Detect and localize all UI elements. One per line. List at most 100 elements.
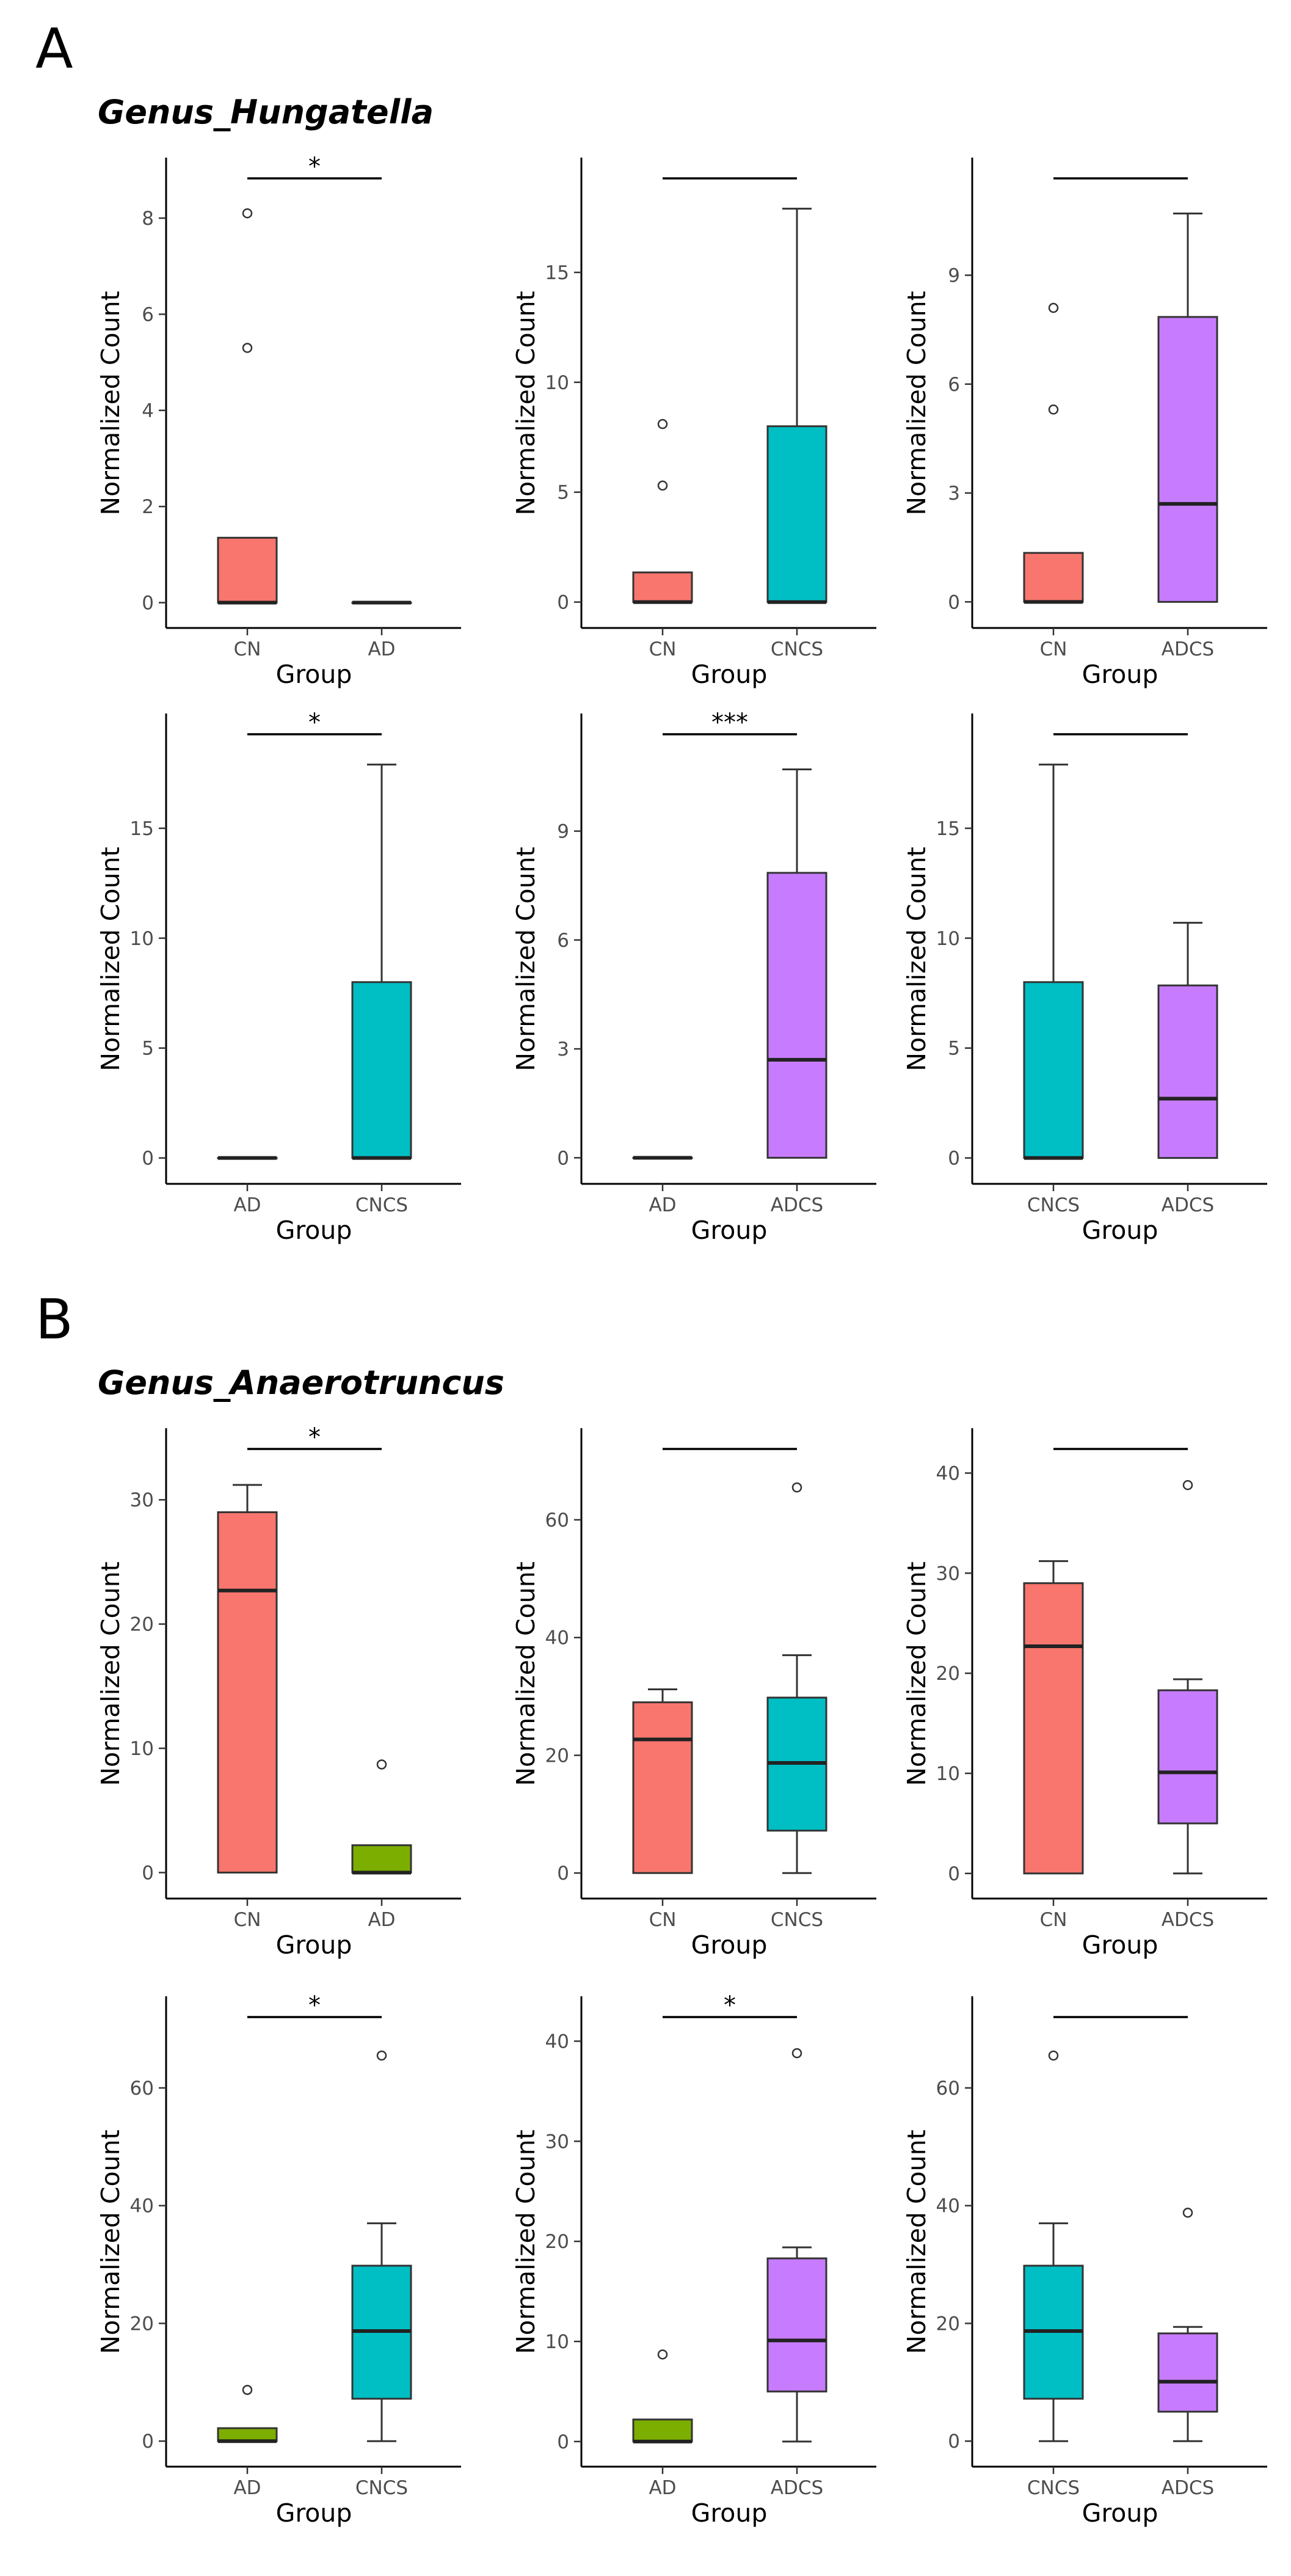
box-adcs (766, 872, 827, 1159)
x-tick-label: ADCS (1162, 1194, 1214, 1216)
y-axis-title: Normalized Count (902, 1561, 931, 1786)
box-ad (351, 1844, 412, 1874)
x-tick-label: ADCS (1162, 1909, 1214, 1931)
y-tick-label: 15 (936, 818, 960, 840)
x-tick-label: AD (233, 1194, 261, 1216)
x-tick-label: CNCS (1027, 2477, 1080, 2499)
y-tick-label: 6 (142, 304, 154, 326)
x-axis-title: Group (276, 1216, 352, 1245)
y-tick-label: 6 (557, 930, 569, 952)
y-tick-label: 40 (545, 1627, 569, 1649)
panel-letter-b: B (35, 1288, 73, 1352)
plot-b-cncs-adcs: 0 20 40 60 CNCS ADCS Group Normalized Count (806, 1991, 1267, 2541)
box-cn (632, 571, 693, 604)
y-tick-label: 6 (948, 374, 960, 396)
outlier-point (242, 208, 253, 219)
y-tick-label: 10 (936, 1763, 960, 1785)
box-adcs (1157, 316, 1218, 603)
outlier-point (376, 2050, 387, 2061)
x-tick-label: CN (234, 1909, 261, 1931)
y-tick-label: 60 (130, 2078, 154, 2100)
plot-b-cn-ad: 0 10 20 30 CN AD Group Normalized Count * (0, 1423, 461, 1973)
x-tick-label: AD (649, 2477, 676, 2499)
y-tick-label: 0 (557, 592, 569, 614)
box-cncs (1023, 981, 1084, 1159)
x-tick-label: CNCS (355, 2477, 408, 2499)
y-tick-label: 10 (545, 2331, 569, 2353)
y-tick-label: 4 (142, 400, 154, 422)
plot-b-ad-cncs: 0 20 40 60 AD CNCS Group Normalized Count * (0, 1991, 461, 2541)
significance-label: * (308, 1991, 321, 2020)
y-axis-title: Normalized Count (96, 2129, 125, 2354)
y-axis-title: Normalized Count (902, 291, 931, 515)
x-axis-title: Group (691, 1216, 768, 1245)
box-adcs (766, 2257, 827, 2393)
y-tick-label: 5 (948, 1038, 960, 1060)
y-tick-label: 3 (948, 483, 960, 505)
y-axis-title: Normalized Count (96, 291, 125, 515)
y-tick-label: 30 (545, 2131, 569, 2153)
y-tick-label: 20 (936, 2313, 960, 2335)
x-axis-title: Group (691, 2498, 768, 2528)
y-tick-label: 0 (142, 2431, 154, 2453)
plot-b-cn-adcs: 0 10 20 30 40 CN ADCS Group Normalized Count (806, 1423, 1267, 1973)
outlier-point (1182, 2208, 1193, 2218)
y-axis-title: Normalized Count (511, 2129, 540, 2354)
box-cncs (766, 425, 827, 604)
significance-label: *** (711, 709, 748, 737)
box-adcs (1157, 984, 1218, 1159)
x-axis-title: Group (1082, 1930, 1158, 1960)
section-a-title: Genus_Hungatella (98, 93, 434, 131)
section-b-title: Genus_Anaerotruncus (98, 1363, 504, 1402)
y-axis-title: Normalized Count (511, 1561, 540, 1786)
y-tick-label: 20 (936, 1663, 960, 1685)
significance-label: * (308, 153, 321, 181)
box-adcs (1157, 2332, 1218, 2413)
x-tick-label: CN (649, 1909, 677, 1931)
y-axis-title: Normalized Count (96, 1561, 125, 1786)
x-tick-label: ADCS (771, 1194, 823, 1216)
y-tick-label: 40 (936, 2195, 960, 2217)
x-axis-title: Group (691, 660, 768, 689)
y-tick-label: 10 (936, 928, 960, 950)
x-tick-label: CNCS (355, 1194, 408, 1216)
plot-b-ad-adcs: 0 10 20 30 40 AD ADCS Group Normalized Count * (415, 1991, 876, 2541)
significance-label: * (308, 1423, 321, 1451)
y-tick-label: 40 (545, 2031, 569, 2052)
y-tick-label: 0 (142, 1148, 154, 1170)
x-axis-title: Group (691, 1930, 768, 1960)
x-tick-label: CNCS (771, 1909, 823, 1931)
plot-a-cn-adcs: 0 3 6 9 CN ADCS Group Normalized Count (806, 153, 1267, 702)
x-axis-title: Group (276, 2498, 352, 2528)
y-tick-label: 0 (948, 2431, 960, 2453)
x-tick-label: CN (1040, 1909, 1067, 1931)
y-tick-label: 5 (142, 1038, 154, 1060)
y-tick-label: 10 (545, 372, 569, 394)
y-tick-label: 15 (545, 262, 569, 284)
y-tick-label: 15 (130, 818, 154, 840)
plot-a-ad-cncs: 0 5 10 15 AD CNCS Group Normalized Count * (0, 709, 461, 1258)
box-ad (632, 2418, 693, 2443)
outlier-point (1182, 1480, 1193, 1491)
outlier-point (1048, 404, 1059, 415)
y-tick-label: 0 (557, 2431, 569, 2453)
y-axis-title: Normalized Count (902, 847, 931, 1071)
box-cn (217, 1511, 278, 1874)
y-tick-label: 0 (948, 1148, 960, 1170)
y-axis-title: Normalized Count (511, 847, 540, 1071)
significance-label: * (308, 709, 321, 737)
y-tick-label: 40 (130, 2195, 154, 2217)
outlier-point (791, 2048, 802, 2059)
y-tick-label: 0 (142, 593, 154, 615)
y-tick-label: 20 (130, 2313, 154, 2335)
y-axis-title: Normalized Count (96, 847, 125, 1071)
y-axis-title: Normalized Count (511, 291, 540, 515)
box-cn (1023, 1582, 1084, 1875)
outlier-point (657, 480, 668, 491)
x-axis-title: Group (276, 660, 352, 689)
